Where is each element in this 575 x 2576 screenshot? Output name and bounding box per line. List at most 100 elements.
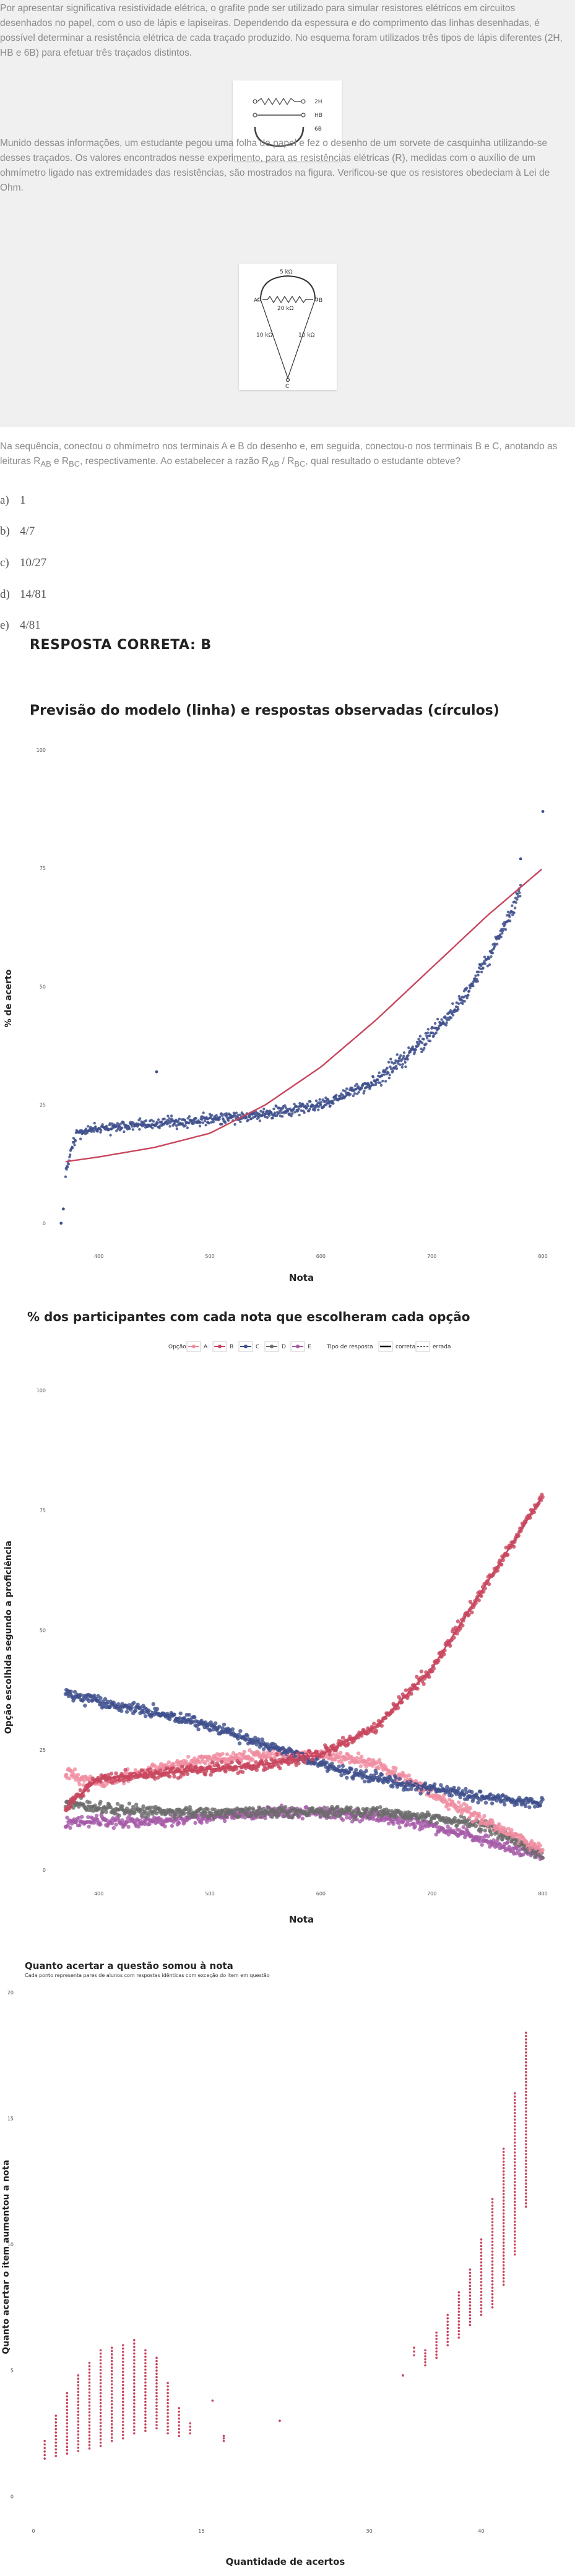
pair-point [446, 2324, 449, 2327]
pair-point [502, 2234, 505, 2238]
point-option-A [242, 1749, 246, 1754]
point-option-A [482, 1814, 486, 1818]
alternative-a[interactable]: a) 1 [0, 494, 26, 507]
pair-point [110, 2396, 113, 2399]
observed-point [160, 1120, 163, 1124]
point-option-D [177, 1814, 181, 1819]
point-option-E [479, 1835, 483, 1840]
pair-point [525, 2090, 527, 2093]
pair-point [144, 2391, 147, 2393]
observed-point [418, 1035, 422, 1038]
point-option-C [327, 1767, 331, 1772]
observed-point [329, 1104, 332, 1108]
point-option-A [467, 1809, 471, 1814]
alternative-c[interactable]: c) 10/27 [0, 556, 47, 569]
observed-point [402, 1051, 406, 1054]
pair-point [54, 2414, 58, 2417]
pair-point [99, 2379, 102, 2381]
observed-point [225, 1114, 228, 1117]
point-option-E [397, 1821, 401, 1825]
point-option-A [368, 1757, 373, 1762]
point-option-B [505, 1553, 510, 1557]
observed-point [238, 1113, 241, 1116]
legend-type-swatch-errada [415, 1341, 430, 1352]
pair-point [99, 2445, 102, 2447]
pair-point [502, 2215, 505, 2218]
pair-point [144, 2426, 147, 2429]
pair-point [88, 2401, 91, 2404]
pair-point [491, 2302, 494, 2306]
point-option-A [67, 1776, 72, 1781]
point-option-C [214, 1721, 218, 1726]
point-option-B [379, 1723, 384, 1728]
point-option-B [340, 1735, 345, 1740]
observed-point [436, 1017, 439, 1021]
pair-point [413, 2346, 415, 2349]
point-option-C [222, 1722, 227, 1727]
observed-point [465, 986, 469, 989]
point-option-B [167, 1774, 172, 1779]
point-option-B [114, 1771, 118, 1776]
observed-point [283, 1104, 287, 1107]
pair-point [144, 2371, 147, 2374]
alternative-b[interactable]: b) 4/7 [0, 525, 35, 538]
observed-point [220, 1122, 223, 1126]
pair-point [133, 2409, 136, 2411]
point-option-D [459, 1814, 464, 1819]
pair-point [88, 2431, 91, 2434]
correct-answer: RESPOSTA CORRETA: B [30, 637, 212, 653]
pair-point [88, 2444, 91, 2447]
pair-point [77, 2420, 80, 2423]
observed-point [407, 1054, 410, 1057]
observed-point [407, 1046, 410, 1049]
point-option-E [147, 1822, 152, 1827]
point-option-E [94, 1814, 99, 1818]
pair-point [133, 2405, 136, 2408]
pair-point [480, 2281, 483, 2283]
pair-point [502, 2199, 505, 2202]
observed-point [366, 1085, 369, 1089]
point-option-E [391, 1822, 396, 1826]
observed-point [71, 1146, 74, 1150]
point-option-C [261, 1747, 266, 1751]
pair-point [502, 2202, 505, 2205]
point-option-B [495, 1569, 500, 1573]
pair-point [99, 2392, 102, 2395]
pair-point [43, 2447, 46, 2449]
pair-point [144, 2381, 147, 2384]
point-option-A [339, 1759, 344, 1763]
pair-point [513, 2092, 516, 2095]
observed-point [208, 1113, 212, 1116]
point-option-A [359, 1754, 364, 1759]
pair-point [513, 2161, 516, 2164]
pair-point [88, 2394, 91, 2397]
observed-point [488, 957, 491, 960]
point-option-D [131, 1804, 136, 1809]
pair-point [513, 2115, 516, 2117]
point-option-C [400, 1781, 405, 1785]
alternative-d[interactable]: d) 14/81 [0, 588, 47, 601]
pair-point [435, 2344, 438, 2346]
pair-point [457, 2298, 460, 2300]
pair-point [66, 2442, 69, 2445]
observed-point [397, 1059, 400, 1062]
pair-point [513, 2200, 516, 2203]
alternative-e[interactable]: e) 4/81 [0, 619, 41, 632]
observed-point [327, 1102, 331, 1105]
observed-point [519, 895, 522, 898]
observed-point [357, 1090, 360, 1094]
observed-point [394, 1064, 398, 1068]
observed-point [207, 1121, 210, 1125]
pair-point [435, 2338, 438, 2340]
observed-point [479, 967, 482, 970]
observed-point [275, 1105, 278, 1108]
point-option-D [540, 1856, 545, 1860]
point-option-C [124, 1710, 129, 1714]
pair-point [513, 2135, 516, 2137]
point-option-D [483, 1829, 487, 1833]
point-option-C [464, 1790, 469, 1794]
pair-point [77, 2400, 80, 2403]
observed-point [297, 1107, 300, 1111]
point-option-C [354, 1768, 358, 1772]
pair-point [77, 2423, 80, 2426]
